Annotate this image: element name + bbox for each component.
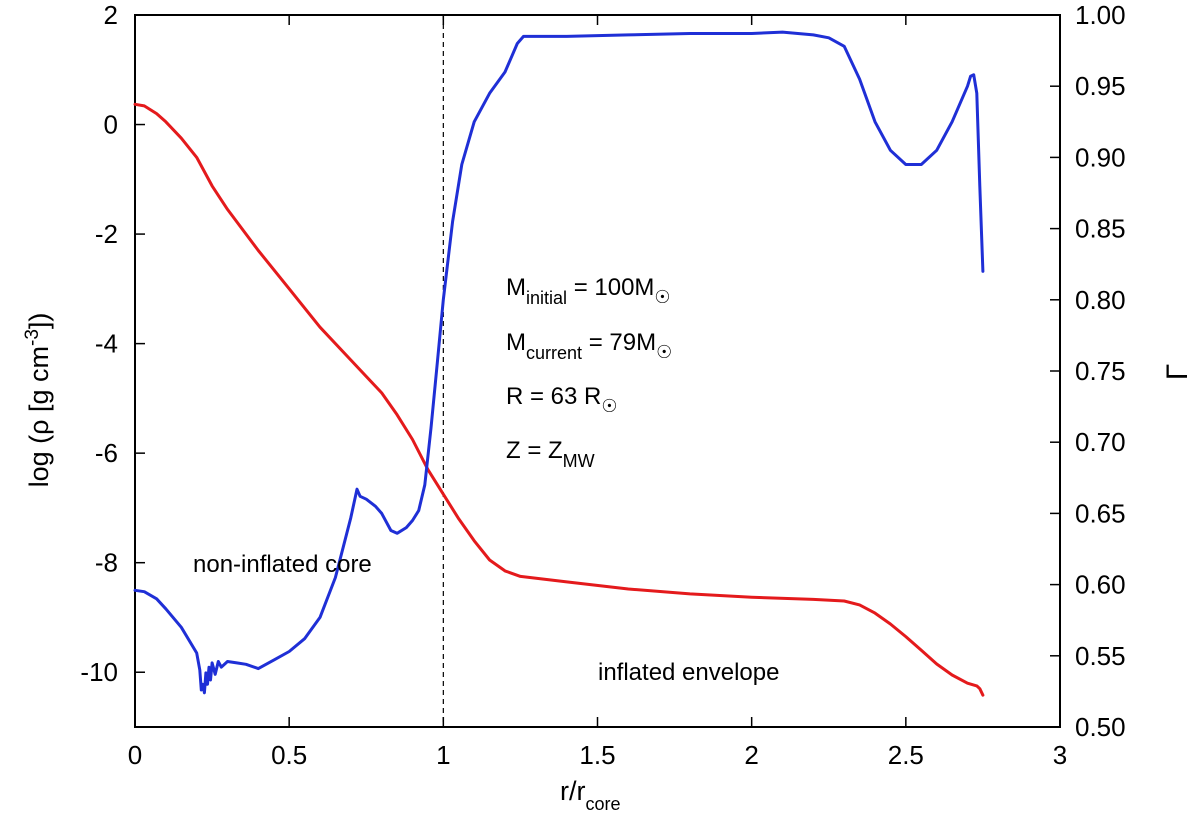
annotation-m-current-pre: M: [506, 329, 526, 356]
parameter-annotations: Minitial = 100M☉ Mcurrent = 79M☉ R = 63 …: [506, 274, 672, 471]
annotation-radius-pre: R = 63 R: [506, 383, 601, 410]
y-right-tick-label: 0.55: [1075, 641, 1126, 671]
gamma-series-line: [133, 30, 985, 695]
ticks-group: 0 0.5 1 1.5 2 2.5 3 2 0 -2 -4 -6 -8 -10 1.00 0.95 0.90 0.…: [80, 0, 1125, 770]
x-axis-label-main: r/r: [560, 776, 585, 806]
x-tick-label: 0.5: [271, 740, 307, 770]
region-label-core: non-inflated core: [193, 551, 372, 578]
density-series-line: [133, 102, 985, 697]
y-left-tick-label: -8: [95, 548, 118, 578]
annotation-m-initial: Minitial = 100M☉: [506, 274, 671, 308]
y-left-tick-label: -6: [95, 438, 118, 468]
y-right-axis-label: Γ: [1161, 364, 1194, 381]
y-left-tick-label: -4: [95, 329, 118, 359]
plot-frame: [134, 14, 1061, 728]
annotation-m-current: Mcurrent = 79M☉: [506, 329, 672, 363]
series-group: [133, 30, 985, 697]
annotation-radius: R = 63 R☉: [506, 383, 618, 416]
y-right-tick-label: 0.80: [1075, 285, 1126, 315]
annotation-m-current-post: = 79M: [582, 329, 656, 356]
y-left-label-pre: log (ρ [g cm: [24, 346, 54, 487]
y-right-tick-label: 0.70: [1075, 427, 1126, 457]
y-left-label-post: ]): [24, 313, 54, 330]
y-left-axis-label: log (ρ [g cm-3]): [22, 313, 54, 488]
y-right-tick-label: 0.90: [1075, 142, 1126, 172]
annotation-metallicity: Z = ZMW: [506, 437, 595, 471]
sun-symbol: ☉: [654, 287, 670, 307]
annotation-m-initial-sub: initial: [526, 288, 567, 308]
x-axis-label-sub: core: [585, 794, 620, 814]
y-right-tick-label: 0.50: [1075, 712, 1126, 742]
y-left-tick-label: -10: [80, 657, 118, 687]
sun-symbol: ☉: [656, 342, 672, 362]
x-tick-label: 1.5: [579, 740, 615, 770]
annotation-m-initial-post: = 100M: [567, 274, 654, 301]
y-right-tick-label: 0.85: [1075, 214, 1126, 244]
x-tick-label: 2.5: [888, 740, 924, 770]
annotation-m-initial-pre: M: [506, 274, 526, 301]
y-right-tick-label: 0.95: [1075, 71, 1126, 101]
x-tick-label: 2: [744, 740, 758, 770]
x-tick-label: 1: [436, 740, 450, 770]
region-label-envelope: inflated envelope: [598, 659, 779, 686]
y-left-label-sup: -3: [22, 329, 43, 346]
annotation-m-current-sub: current: [526, 343, 582, 363]
y-left-tick-label: 0: [104, 110, 118, 140]
y-right-tick-label: 0.75: [1075, 356, 1126, 386]
y-right-tick-label: 0.60: [1075, 570, 1126, 600]
y-right-tick-label: 0.65: [1075, 498, 1126, 528]
annotation-metallicity-pre: Z = Z: [506, 437, 563, 464]
x-tick-label: 0: [128, 740, 142, 770]
y-left-tick-label: -2: [95, 219, 118, 249]
sun-symbol: ☉: [601, 396, 617, 416]
x-axis-label: r/rcore: [560, 776, 621, 814]
annotation-metallicity-sub: MW: [563, 451, 595, 471]
y-right-tick-label: 1.00: [1075, 0, 1126, 30]
x-tick-label: 3: [1053, 740, 1067, 770]
y-left-tick-label: 2: [104, 0, 118, 30]
